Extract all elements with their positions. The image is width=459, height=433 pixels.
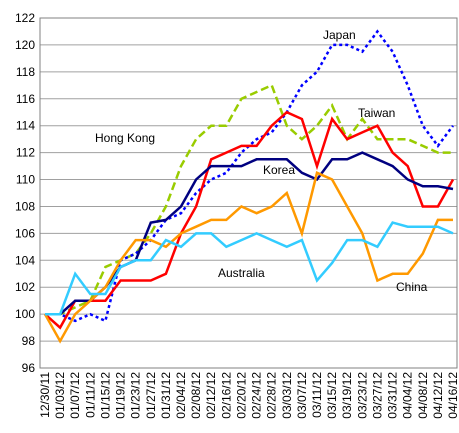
series-label: Japan xyxy=(323,28,356,42)
x-tick-label: 03/11/12 xyxy=(310,372,324,418)
x-tick-label: 02/28/12 xyxy=(265,372,279,419)
x-tick-label: 03/07/12 xyxy=(295,372,309,419)
x-tick-label: 04/08/12 xyxy=(416,372,430,419)
y-tick-label: 96 xyxy=(22,361,36,375)
x-tick-label: 03/27/12 xyxy=(370,372,384,419)
y-tick-label: 116 xyxy=(16,92,35,106)
series-label: Taiwan xyxy=(358,106,395,120)
x-tick-label: 01/07/12 xyxy=(68,372,82,419)
y-tick-label: 106 xyxy=(15,226,35,240)
x-tick-label: 04/16/12 xyxy=(446,372,459,419)
y-tick-label: 108 xyxy=(15,199,35,213)
series-line xyxy=(45,151,454,316)
series-label: Australia xyxy=(218,266,265,280)
x-tick-label: 02/08/12 xyxy=(189,372,203,419)
x-tick-label: 03/15/12 xyxy=(325,372,339,419)
series-label: China xyxy=(396,280,428,294)
x-tick-label: 01/31/12 xyxy=(159,372,173,419)
x-tick-label: 03/19/12 xyxy=(340,372,354,419)
x-tick-label: 01/27/12 xyxy=(144,372,158,419)
x-tick-label: 02/12/12 xyxy=(204,372,218,419)
y-tick-label: 104 xyxy=(15,253,35,267)
x-tick-label: 04/12/12 xyxy=(431,372,445,419)
x-tick-label: 01/15/12 xyxy=(98,372,112,419)
x-tick-label: 04/04/12 xyxy=(401,372,415,419)
series-label: Hong Kong xyxy=(95,131,155,145)
series-line xyxy=(44,110,455,330)
x-tick-label: 01/19/12 xyxy=(114,372,128,419)
x-tick-label: 01/23/12 xyxy=(129,372,143,419)
x-tick-label: 02/04/12 xyxy=(174,372,188,419)
x-tick-label: 02/20/12 xyxy=(234,372,248,419)
plot-border xyxy=(39,17,458,369)
series-label: Korea xyxy=(263,163,295,177)
y-tick-label: 98 xyxy=(22,334,36,348)
x-tick-label: 03/31/12 xyxy=(386,372,400,419)
y-tick-label: 102 xyxy=(15,280,35,294)
y-tick-label: 114 xyxy=(16,119,35,133)
x-tick-label: 01/03/12 xyxy=(53,372,67,419)
x-tick-label: 01/11/12 xyxy=(83,372,97,418)
y-tick-label: 112 xyxy=(16,146,35,160)
x-tick-label: 02/24/12 xyxy=(250,372,264,419)
y-tick-label: 110 xyxy=(16,173,35,187)
y-tick-label: 120 xyxy=(15,38,35,52)
x-tick-label: 03/23/12 xyxy=(355,372,369,419)
y-tick-label: 100 xyxy=(15,307,35,321)
y-tick-label: 122 xyxy=(15,11,35,25)
x-tick-label: 02/16/12 xyxy=(219,372,233,419)
x-tick-label: 12/30/11 xyxy=(38,372,52,418)
series-line xyxy=(45,221,454,316)
series-line xyxy=(43,171,453,344)
x-tick-label: 03/03/12 xyxy=(280,372,294,419)
y-tick-label: 118 xyxy=(16,65,35,79)
